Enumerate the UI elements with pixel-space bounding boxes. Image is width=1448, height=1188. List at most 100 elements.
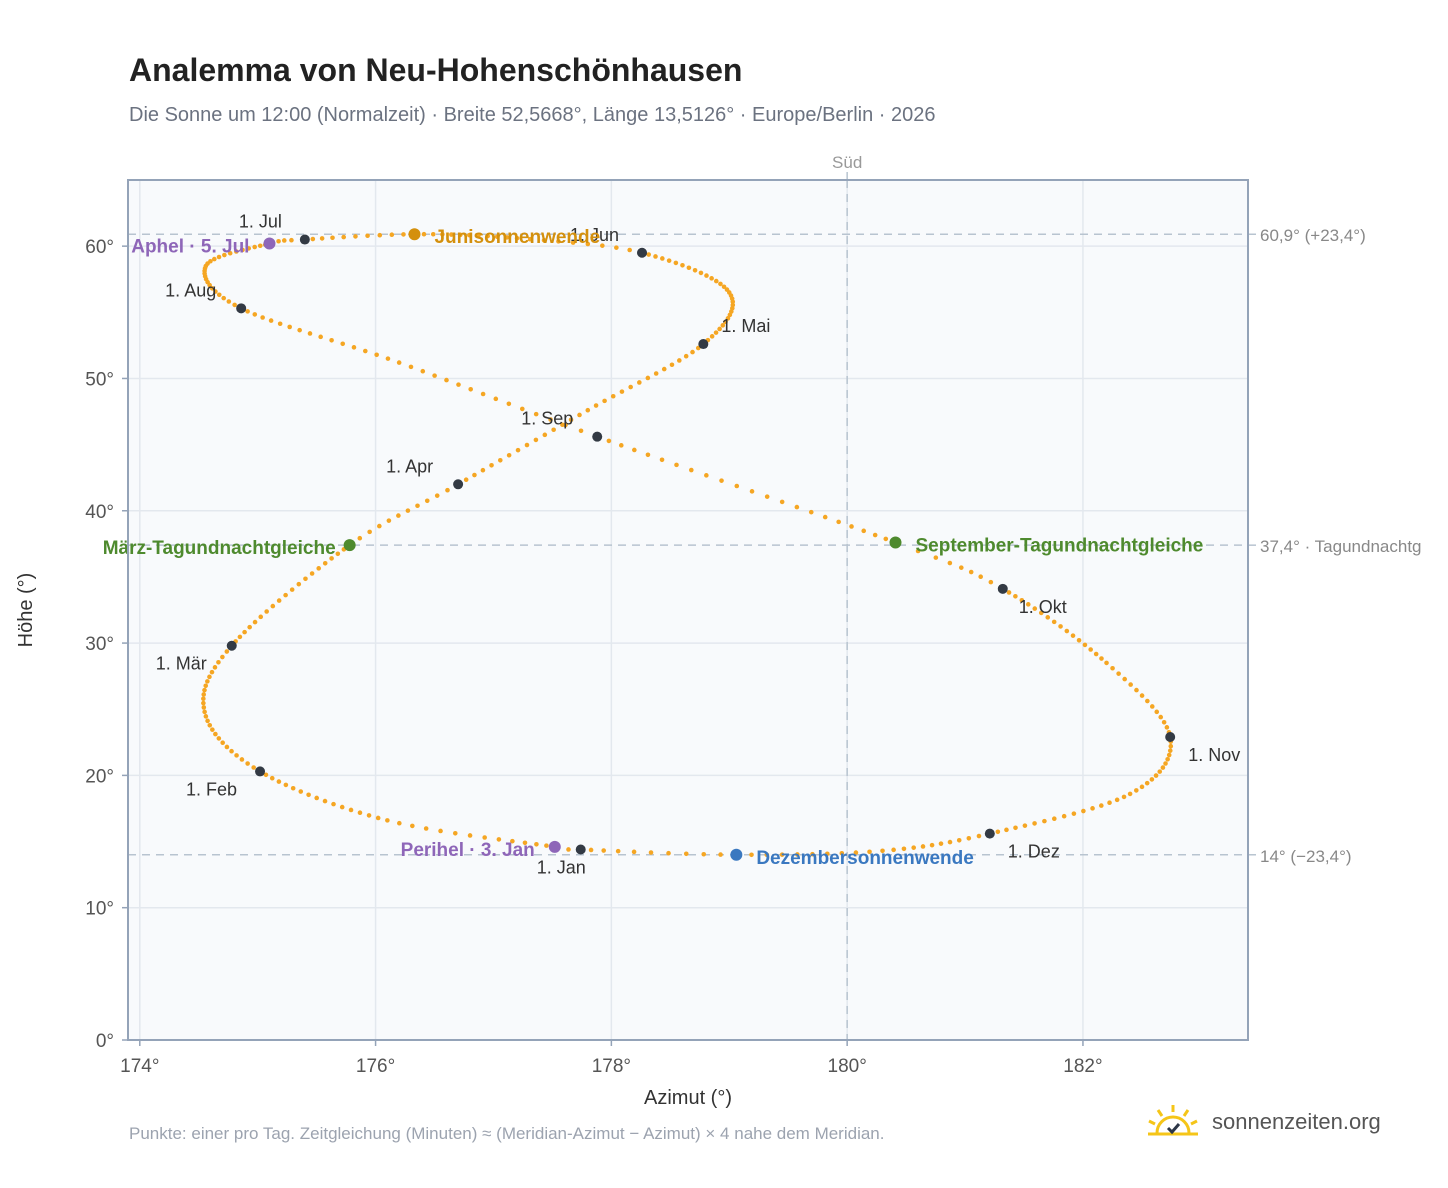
day-point <box>467 833 473 838</box>
day-point <box>689 467 694 473</box>
day-point <box>1166 752 1172 758</box>
day-point <box>1025 602 1031 607</box>
day-point <box>1153 773 1159 778</box>
day-point <box>480 467 486 473</box>
day-point <box>653 254 658 259</box>
day-point <box>779 852 785 857</box>
day-point <box>319 236 325 241</box>
day-point <box>432 373 437 378</box>
day-point <box>365 233 370 239</box>
day-point <box>212 665 218 670</box>
day-point <box>237 634 243 640</box>
day-point <box>514 235 520 241</box>
day-point <box>627 247 632 253</box>
day-point <box>449 232 454 237</box>
day-point <box>610 393 616 399</box>
day-point <box>724 287 730 292</box>
month-label: 1. Aug <box>165 280 216 300</box>
meridian-label: Süd <box>832 153 862 172</box>
day-point <box>366 813 372 818</box>
day-point <box>423 826 429 831</box>
month-label: 1. Nov <box>1188 745 1240 765</box>
day-point <box>367 529 372 535</box>
day-point <box>588 847 594 853</box>
month-marker <box>255 766 266 777</box>
day-point <box>849 524 854 529</box>
day-point <box>730 302 736 308</box>
month-marker <box>226 640 237 651</box>
day-point <box>566 847 571 852</box>
month-marker <box>575 844 586 855</box>
month-label: 1. Mai <box>721 316 770 336</box>
day-point <box>296 581 302 587</box>
y-tick-label: 50° <box>85 369 114 390</box>
day-point <box>522 840 528 846</box>
day-point <box>298 789 304 794</box>
day-point <box>645 375 651 381</box>
day-point <box>421 231 427 237</box>
day-point <box>202 709 207 715</box>
month-label: 1. Okt <box>1019 597 1067 617</box>
day-point <box>872 532 878 538</box>
day-point <box>1107 800 1112 806</box>
day-point <box>329 337 334 343</box>
day-point <box>216 736 222 741</box>
day-point <box>704 273 709 278</box>
day-point <box>915 548 921 554</box>
day-point <box>396 360 402 365</box>
day-point <box>420 368 426 374</box>
day-point <box>628 384 633 390</box>
day-point <box>270 603 276 609</box>
day-point <box>719 478 724 483</box>
month-marker <box>1165 732 1176 743</box>
day-point <box>808 509 814 515</box>
day-point <box>947 839 953 845</box>
special-marker <box>730 848 743 861</box>
day-point <box>1139 784 1145 790</box>
day-point <box>606 438 612 444</box>
day-point <box>468 386 473 392</box>
day-point <box>690 349 695 355</box>
y-tick-label: 10° <box>85 899 114 920</box>
brand[interactable]: sonnenzeiten.org <box>1146 1100 1381 1144</box>
day-point <box>496 837 502 842</box>
day-point <box>467 232 472 238</box>
day-point <box>631 849 637 855</box>
day-point <box>709 334 715 339</box>
y-tick-label: 0° <box>96 1031 114 1052</box>
day-point <box>764 852 770 858</box>
day-point <box>489 462 494 468</box>
day-point <box>1127 791 1133 797</box>
day-point <box>456 382 461 387</box>
day-point <box>335 551 341 557</box>
month-label: 1. Dez <box>1008 842 1060 862</box>
day-point <box>1081 808 1086 814</box>
day-point <box>779 499 785 505</box>
day-point <box>585 241 591 247</box>
y-tick-label: 30° <box>85 634 114 655</box>
day-point <box>357 535 363 541</box>
day-point <box>853 850 859 855</box>
day-point <box>410 823 415 829</box>
day-point <box>1114 797 1120 803</box>
day-point <box>506 401 512 407</box>
day-point <box>825 851 830 857</box>
day-point <box>720 323 726 328</box>
day-point <box>637 380 642 385</box>
day-point <box>1070 633 1076 638</box>
day-point <box>1058 624 1063 629</box>
day-point <box>1093 651 1099 657</box>
day-point <box>363 348 368 354</box>
day-point <box>510 838 515 844</box>
day-point <box>330 235 335 241</box>
day-point <box>1082 642 1088 648</box>
day-point <box>1099 803 1104 808</box>
day-point <box>232 302 237 308</box>
day-point <box>252 312 258 317</box>
day-point <box>1163 761 1168 766</box>
day-point <box>618 443 624 448</box>
day-point <box>1088 647 1093 652</box>
day-point <box>209 669 215 675</box>
day-point <box>601 848 606 853</box>
day-point <box>701 851 707 857</box>
